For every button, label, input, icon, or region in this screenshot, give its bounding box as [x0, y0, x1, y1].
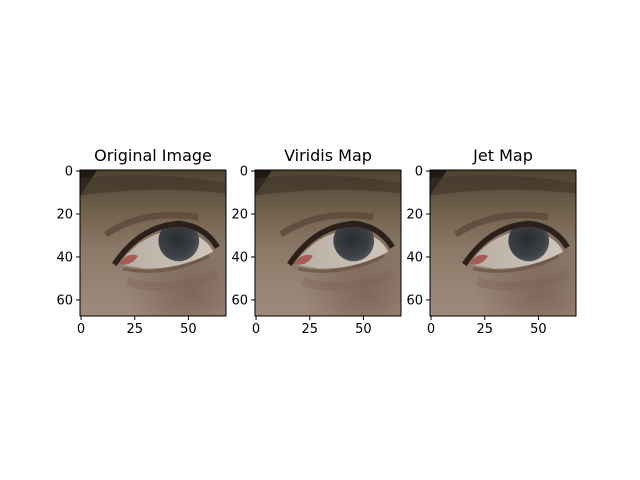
x-tick-label: 0	[427, 322, 435, 337]
y-tick-label: 20	[56, 208, 73, 223]
y-tick-label: 0	[415, 165, 423, 180]
panel-3: Jet Map 0 25 50 0 20 40 60	[406, 146, 577, 337]
x-tick-label: 0	[252, 322, 260, 337]
panel-title: Original Image	[94, 146, 212, 165]
axes-frame	[79, 169, 227, 317]
y-tick-label: 20	[406, 208, 423, 223]
x-tick-label: 25	[301, 322, 318, 337]
y-tick-label: 40	[231, 250, 248, 265]
eye-image	[255, 170, 401, 316]
y-tick-label: 0	[65, 165, 73, 180]
axes-frame	[429, 169, 577, 317]
panel-title: Jet Map	[472, 146, 533, 165]
axes-frame	[254, 169, 402, 317]
y-tick-label: 40	[406, 250, 423, 265]
panel-1: Original Image 0 25 50 0 20 40 60	[56, 146, 227, 337]
x-tick-label: 25	[126, 322, 143, 337]
y-tick-label: 60	[406, 293, 423, 308]
x-tick-label: 0	[77, 322, 85, 337]
y-tick-label: 60	[231, 293, 248, 308]
y-tick-label: 60	[56, 293, 73, 308]
y-tick-label: 0	[240, 165, 248, 180]
x-tick-label: 25	[476, 322, 493, 337]
x-tick-label: 50	[180, 322, 197, 337]
y-tick-label: 20	[231, 208, 248, 223]
y-tick-label: 40	[56, 250, 73, 265]
x-tick-label: 50	[355, 322, 372, 337]
panel-2: Viridis Map 0 25 50 0 20 40 60	[231, 146, 402, 337]
x-tick-label: 50	[530, 322, 547, 337]
panel-title: Viridis Map	[284, 146, 372, 165]
eye-image	[80, 170, 226, 316]
eye-image	[430, 170, 576, 316]
